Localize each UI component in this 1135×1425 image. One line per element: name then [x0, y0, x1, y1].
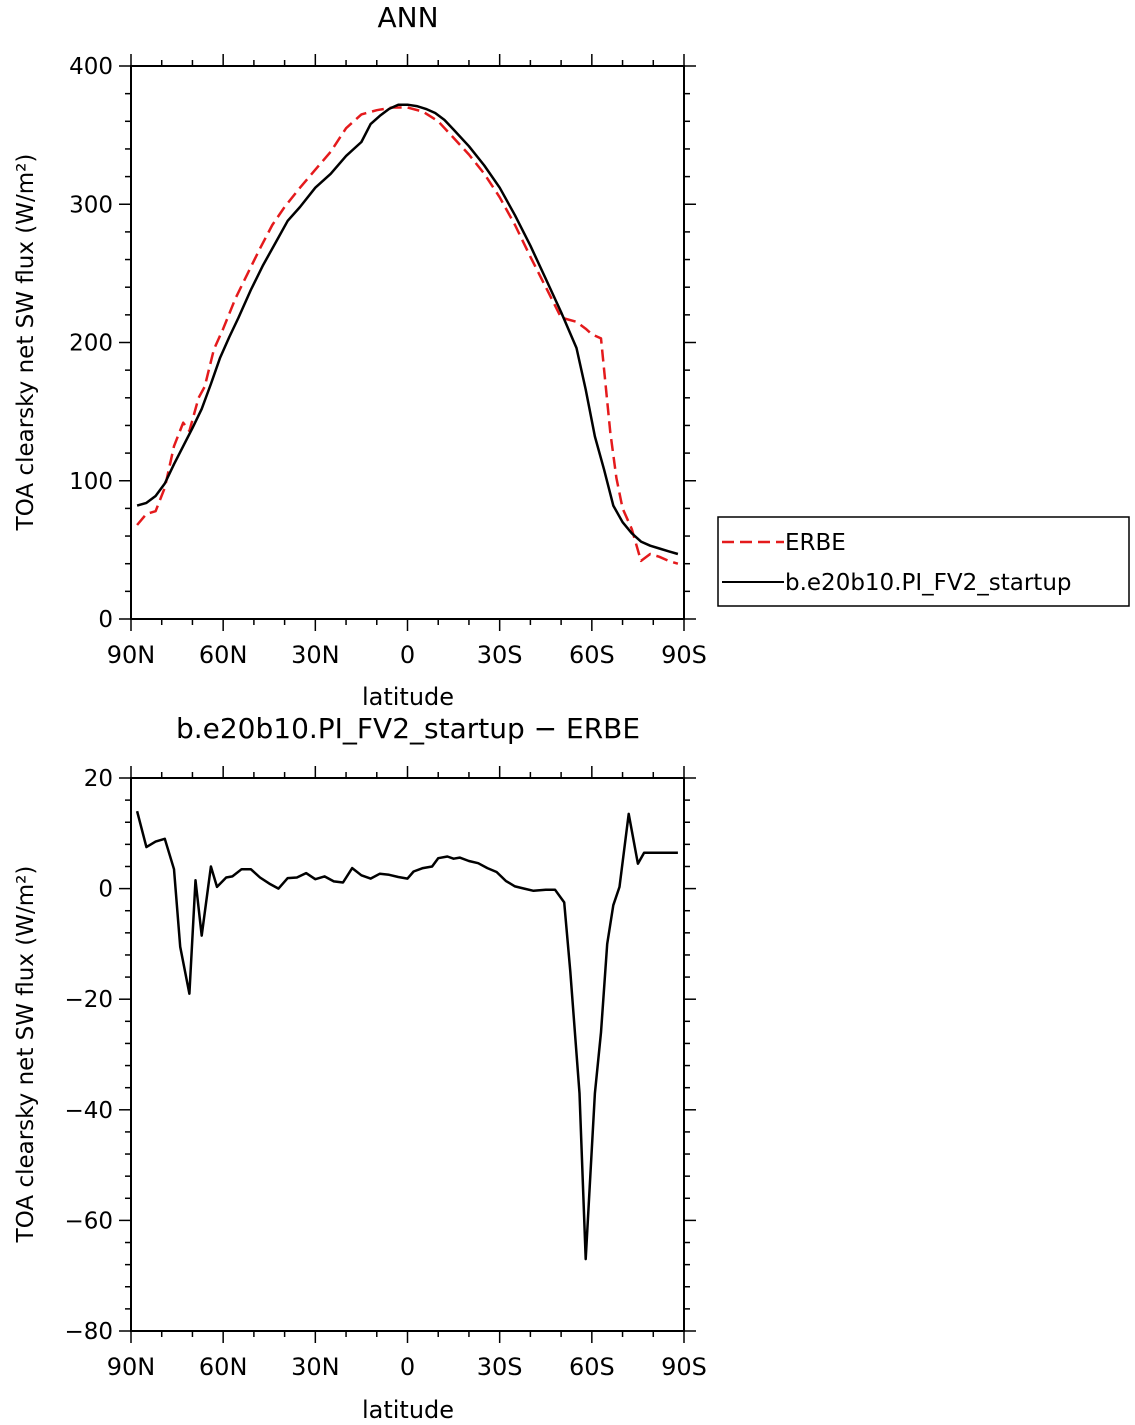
- top-x-ticks: 90N 60N 30N 0 30S 60S 90S: [107, 54, 707, 669]
- top-x-tick-label: 60N: [199, 641, 248, 669]
- bottom-y-tick-label: −80: [64, 1319, 113, 1345]
- top-x-tick-label: 90S: [661, 641, 707, 669]
- legend: ERBE b.e20b10.PI_FV2_startup: [717, 516, 1130, 607]
- top-x-tick-label: 30N: [291, 641, 340, 669]
- bottom-x-tick-label: 30N: [291, 1353, 340, 1381]
- top-series-line-model: [136, 103, 679, 556]
- bottom-x-axis-label: latitude: [362, 1396, 454, 1424]
- top-y-tick-label: 400: [69, 54, 113, 80]
- top-x-tick-label: 90N: [107, 641, 156, 669]
- top-y-tick-label: 100: [69, 469, 113, 495]
- top-y-axis-label: TOA clearsky net SW flux (W/m²): [13, 154, 39, 532]
- top-y-ticks: 0 100 200 300 400: [69, 54, 696, 633]
- bottom-x-tick-label: 60S: [569, 1353, 615, 1381]
- bottom-plot-frame: [130, 777, 685, 1332]
- bottom-y-tick-label: 0: [98, 877, 113, 903]
- legend-box: [717, 516, 1130, 607]
- bottom-series-line-model: [135, 810, 678, 1261]
- bottom-x-tick-label: 30S: [477, 1353, 523, 1381]
- bottom-x-tick-label: 90S: [661, 1353, 707, 1381]
- top-y-tick-label: 0: [98, 607, 113, 633]
- bottom-x-tick-label: 0: [400, 1353, 415, 1381]
- top-x-tick-label: 30S: [477, 641, 523, 669]
- bottom-y-tick-label: −20: [64, 987, 113, 1013]
- bottom-y-tick-label: −40: [64, 1098, 113, 1124]
- top-x-tick-label: 0: [400, 641, 415, 669]
- top-series-line-erbe: [136, 106, 679, 565]
- bottom-series-group: [135, 810, 678, 1261]
- top-y-tick-label: 200: [69, 331, 113, 357]
- top-series-group: [136, 103, 679, 565]
- bottom-chart-title: b.e20b10.PI_FV2_startup − ERBE: [176, 712, 640, 745]
- bottom-x-tick-label: 60N: [199, 1353, 248, 1381]
- bottom-y-axis-label: TOA clearsky net SW flux (W/m²): [13, 866, 39, 1244]
- bottom-x-ticks: 90N 60N 30N 0 30S 60S 90S: [107, 766, 707, 1381]
- bottom-y-tick-label: −60: [64, 1208, 113, 1234]
- legend-label-erbe: ERBE: [785, 530, 846, 556]
- top-y-tick-label: 300: [69, 192, 113, 218]
- legend-label-model: b.e20b10.PI_FV2_startup: [785, 570, 1072, 596]
- top-x-axis-label: latitude: [362, 683, 454, 711]
- top-chart-title: ANN: [377, 1, 438, 34]
- bottom-panel: b.e20b10.PI_FV2_startup − ERBE −80 −60 −40…: [13, 712, 707, 1424]
- bottom-y-tick-label: 20: [84, 766, 113, 792]
- top-x-tick-label: 60S: [569, 641, 615, 669]
- top-panel: ANN 0 100 200 300 400 90N 60N 30N 0 30S 60S 90S la…: [13, 1, 707, 711]
- bottom-x-tick-label: 90N: [107, 1353, 156, 1381]
- bottom-y-ticks: −80 −60 −40 −20 0 20: [64, 766, 696, 1345]
